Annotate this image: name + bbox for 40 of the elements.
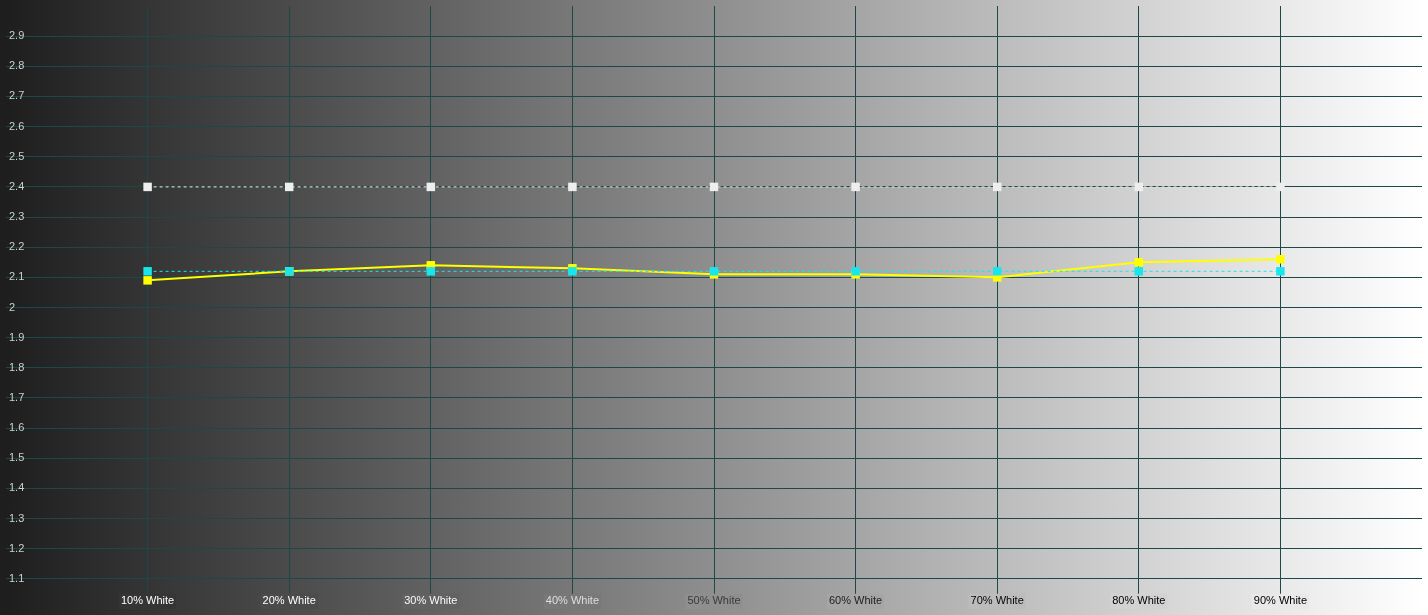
y-tick-label: 1.5: [9, 451, 25, 464]
point: [143, 276, 152, 285]
point: [143, 267, 152, 276]
y-tick-label: 1.9: [9, 330, 25, 343]
point: [1276, 182, 1285, 192]
y-tick-label: 2.2: [9, 240, 25, 253]
y-tick-label: 2.1: [9, 270, 25, 283]
y-tick-label: 2.6: [9, 119, 25, 132]
x-tick-label: 70% White: [970, 594, 1024, 607]
y-tick-label: 1.4: [9, 481, 25, 494]
y-tick-label: 1.2: [9, 541, 25, 554]
point: [143, 182, 152, 192]
x-tick-label: 50% White: [687, 594, 741, 607]
y-tick-label: 2.4: [9, 179, 25, 192]
x-tick-label: 90% White: [1253, 594, 1307, 607]
x-tick-label: 60% White: [829, 594, 883, 607]
y-tick-label: 1.7: [9, 390, 25, 403]
x-tick-label: 80% White: [1112, 594, 1166, 607]
y-tick-label: 1.1: [9, 571, 25, 584]
y-tick-label: 2.8: [9, 59, 25, 72]
point: [1276, 267, 1285, 276]
point: [1276, 255, 1285, 264]
y-tick-label: 1.8: [9, 360, 25, 373]
point: [1134, 258, 1144, 267]
y-tick-label: 2.7: [9, 89, 25, 102]
y-tick-label: 2.3: [9, 210, 25, 223]
point: [568, 182, 577, 192]
y-tick-label: 2.5: [9, 149, 25, 162]
y-tick-label: 2.9: [9, 29, 25, 42]
point: [426, 267, 436, 276]
point: [851, 182, 860, 192]
x-tick-label: 30% White: [404, 594, 458, 607]
point: [1134, 267, 1144, 276]
x-tick-label: 10% White: [121, 594, 175, 607]
x-tick-label: 20% White: [262, 594, 316, 607]
x-tick-label: 40% White: [545, 594, 599, 607]
y-tick-label: 2: [9, 300, 16, 313]
y-tick-label: 1.6: [9, 421, 25, 434]
y-tick-label: 1.3: [9, 511, 25, 524]
point: [992, 267, 1002, 276]
